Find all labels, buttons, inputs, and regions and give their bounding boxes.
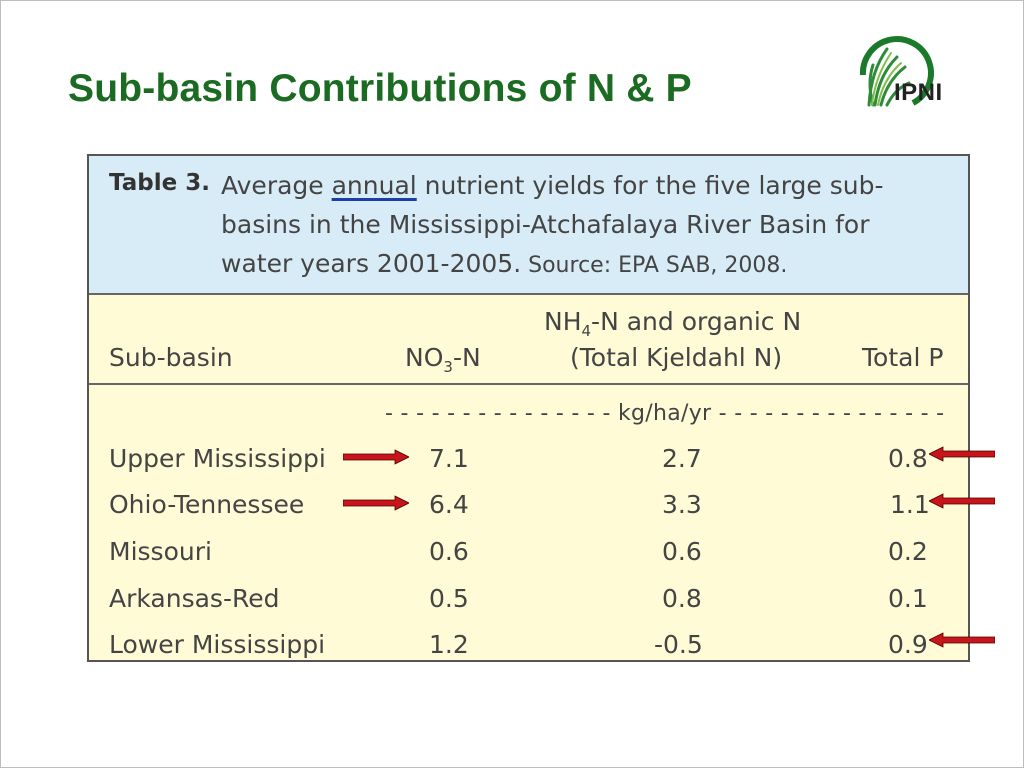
header-nh4-line2: (Total Kjeldahl N) <box>570 343 783 372</box>
header-no3-text: -N <box>452 343 481 372</box>
arrow-left-icon <box>929 446 995 462</box>
header-no3-text: NO <box>405 343 444 372</box>
header-nh4-line1: NH4-N and organic N <box>544 307 801 340</box>
caption-source: Source: EPA SAB, 2008. <box>521 253 788 278</box>
arrow-right-icon <box>343 495 409 511</box>
row-total-p-value: 0.2 <box>888 537 928 566</box>
caption-text: Average annual nutrient yields for the f… <box>221 166 951 285</box>
caption-text-part: nutrient yields for the five large sub- <box>416 171 884 200</box>
row-tkn-value: 3.3 <box>662 490 702 519</box>
row-tkn-value: 0.8 <box>662 584 702 613</box>
header-subbasin: Sub-basin <box>109 343 233 372</box>
header-nh4-text: -N and organic N <box>591 307 802 336</box>
row-tkn-value: 2.7 <box>662 444 702 473</box>
row-tkn-value: 0.6 <box>662 537 702 566</box>
row-subbasin-name: Arkansas-Red <box>109 584 280 613</box>
row-total-p-value: 0.8 <box>888 444 928 473</box>
row-no3-value: 0.6 <box>429 537 469 566</box>
row-no3-value: 6.4 <box>429 490 469 519</box>
row-subbasin-name: Upper Mississippi <box>109 444 326 473</box>
row-subbasin-name: Ohio-Tennessee <box>109 490 305 519</box>
row-subbasin-name: Lower Mississippi <box>109 630 326 659</box>
row-no3-value: 0.5 <box>429 584 469 613</box>
arrow-right-icon <box>343 449 409 465</box>
table-caption: Table 3. Average annual nutrient yields … <box>89 156 968 295</box>
nutrient-yield-table: Table 3. Average annual nutrient yields … <box>87 154 970 662</box>
caption-line-3: water years 2001-2005. Source: EPA SAB, … <box>221 244 951 285</box>
row-no3-value: 1.2 <box>429 630 469 659</box>
caption-text-part: water years 2001-2005. <box>221 249 522 278</box>
arrow-left-icon <box>929 632 995 648</box>
caption-line-2: basins in the Mississippi-Atchafalaya Ri… <box>221 210 870 239</box>
row-total-p-value: 0.9 <box>888 630 928 659</box>
header-no3: NO3-N <box>405 343 481 376</box>
header-nh4-subscript: 4 <box>581 322 592 340</box>
header-total-p: Total P <box>862 343 944 372</box>
table-label: Table 3. <box>109 170 210 196</box>
row-tkn-value: -0.5 <box>654 630 703 659</box>
arrow-left-icon <box>929 493 995 509</box>
caption-text-part: Average <box>221 171 332 200</box>
slide-title: Sub-basin Contributions of N & P <box>68 67 692 110</box>
ipni-logo-icon <box>859 36 934 107</box>
caption-line-1: Average annual nutrient yields for the f… <box>221 166 951 205</box>
row-no3-value: 7.1 <box>429 444 469 473</box>
header-nh4-text: NH <box>544 307 582 336</box>
logo-text: IPNI <box>894 79 943 106</box>
caption-underlined-word: annual <box>331 171 417 200</box>
row-total-p-value: 1.1 <box>890 490 930 519</box>
header-no3-subscript: 3 <box>443 358 453 376</box>
row-subbasin-name: Missouri <box>109 537 212 566</box>
table-header: Sub-basin NO3-N NH4-N and organic N (Tot… <box>89 295 968 385</box>
units-label: - - - - - - - - - - - - - - - kg/ha/yr -… <box>385 401 945 426</box>
row-total-p-value: 0.1 <box>888 584 928 613</box>
